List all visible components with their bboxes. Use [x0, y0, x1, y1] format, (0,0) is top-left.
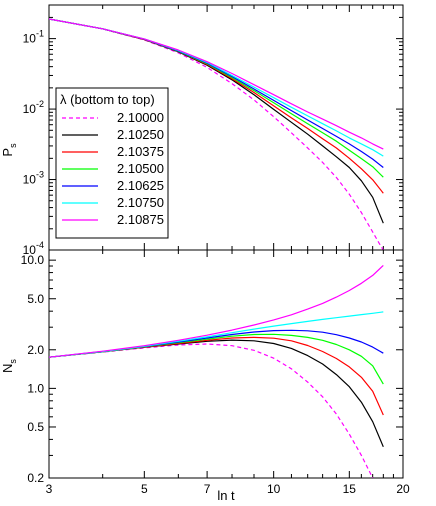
x-tick-label: 5 — [141, 482, 148, 496]
top-series-2-10875 — [49, 18, 384, 150]
bottom-series-2-10750 — [49, 311, 384, 358]
legend-label: 2.10000 — [117, 110, 164, 125]
x-tick-label: 3 — [46, 482, 53, 496]
top-y-tick-label: 10-1 — [23, 29, 44, 46]
bottom-y-tick-label: 0.2 — [27, 471, 44, 485]
top-panel: 10-1 10-2 10-3 10-4 Ps λ (bottom to top) 2.… — [0, 4, 404, 257]
x-tick-label: 20 — [396, 482, 410, 496]
bottom-series-2-10250 — [49, 339, 384, 448]
legend-box — [55, 87, 169, 239]
legend-items: 2.10000 2.10250 2.10375 2.10500 2.10625 2.107… — [62, 110, 164, 227]
legend-label: 2.10625 — [117, 178, 164, 193]
top-y-axis-label: Ps — [0, 143, 18, 157]
top-y-tick-labels: 10-1 10-2 10-3 10-4 — [23, 29, 44, 257]
legend-label: 2.10875 — [117, 212, 164, 227]
x-tick-labels: 3 5 7 10 15 20 — [46, 482, 410, 496]
bottom-series-2-10375 — [49, 336, 384, 416]
legend-label: 2.10375 — [117, 144, 164, 159]
bottom-y-tick-label: 2.0 — [27, 343, 44, 357]
bottom-plot-area — [48, 249, 404, 479]
top-y-tick-label: 10-2 — [23, 99, 44, 116]
top-series-2-10000 — [49, 18, 384, 250]
top-y-tick-label: 10-4 — [23, 240, 44, 257]
x-tick-label: 10 — [267, 482, 281, 496]
bottom-y-axis-label: Ns — [0, 359, 18, 373]
x-tick-label: 7 — [204, 482, 211, 496]
legend-title: λ (bottom to top) — [60, 92, 155, 107]
top-series — [49, 18, 384, 250]
legend-label: 2.10750 — [117, 195, 164, 210]
bottom-y-tick-label: 1.0 — [27, 381, 44, 395]
legend-label: 2.10500 — [117, 161, 164, 176]
bottom-y-tick-label: 0.5 — [27, 420, 44, 434]
bottom-panel: 10.0 5.0 2.0 1.0 0.5 0.2 3 5 7 10 15 20 Ns ln t — [0, 249, 410, 503]
top-ticks — [48, 5, 404, 251]
bottom-series-2-10875 — [49, 264, 384, 358]
top-y-tick-label: 10-3 — [23, 170, 44, 187]
bottom-y-tick-labels: 10.0 5.0 2.0 1.0 0.5 0.2 — [21, 253, 45, 485]
x-tick-label: 15 — [343, 482, 357, 496]
bottom-series — [49, 264, 384, 478]
legend-label: 2.10250 — [117, 127, 164, 142]
x-axis-label: ln t — [217, 488, 235, 503]
bottom-y-tick-label: 5.0 — [27, 292, 44, 306]
bottom-ticks — [48, 250, 404, 479]
bottom-series-2-10000 — [49, 343, 374, 478]
bottom-y-tick-label: 10.0 — [21, 253, 45, 267]
bottom-series-2-10500 — [49, 333, 384, 385]
legend: λ (bottom to top) 2.100002.102502.103752… — [55, 87, 169, 239]
